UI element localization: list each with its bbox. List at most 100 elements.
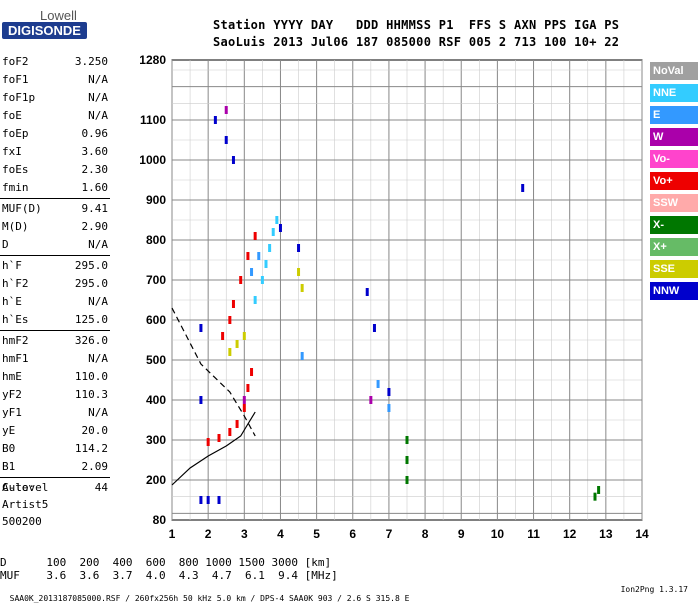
data-point-vo- (253, 232, 257, 240)
param-b0: B0 114.2 (2, 442, 108, 458)
param-yf1: yF1 N/A (2, 406, 108, 422)
data-point-w (369, 396, 373, 404)
d-row: D 100 200 400 600 800 1000 1500 3000 [km… (0, 556, 332, 569)
data-point-x- (405, 476, 409, 484)
data-point-e (257, 252, 261, 260)
footer-left: SAA0K_2013187085000.RSF / 260fx256h 50 k… (9, 594, 410, 603)
legend-ssw: SSW (650, 194, 698, 212)
param-key: MUF(D) (2, 202, 42, 215)
legend-vo-: Vo+ (650, 172, 698, 190)
data-point-x- (405, 436, 409, 444)
data-point-sse (242, 332, 246, 340)
legend-e: E (650, 106, 698, 124)
auto-label: Auto: (2, 481, 36, 494)
param-value: 2.90 (81, 220, 109, 233)
x-tick-label: 13 (599, 527, 613, 541)
param-value: 44 (94, 481, 108, 494)
param-key: M(D) (2, 220, 29, 233)
param-key: B0 (2, 442, 16, 455)
separator (0, 198, 110, 199)
header-line2: SaoLuis 2013 Jul06 187 085000 RSF 005 2 … (213, 35, 620, 49)
x-tick-label: 1 (169, 527, 176, 541)
param-key: yF2 (2, 388, 22, 401)
legend-nne: NNE (650, 84, 698, 102)
data-point-nne (253, 296, 257, 304)
param-foes: foEs 2.30 (2, 163, 108, 179)
y-tick-label: 300 (146, 433, 166, 447)
footer-right: Ion2Png 1.3.17 (620, 585, 688, 594)
bottom-table: D 100 200 400 600 800 1000 1500 3000 [km… (0, 556, 700, 582)
param-key: foEs (2, 163, 29, 176)
param-ye: yE 20.0 (2, 424, 108, 440)
param-value: N/A (88, 295, 108, 308)
param-key: C-level (2, 481, 49, 494)
param-hes: h`Es 125.0 (2, 313, 108, 329)
param-value: N/A (88, 109, 108, 122)
param-value: 110.0 (74, 370, 108, 383)
y-tick-label: 200 (146, 473, 166, 487)
data-point-vo- (235, 420, 239, 428)
param-hmf1: hmF1 N/A (2, 352, 108, 368)
x-tick-label: 2 (205, 527, 212, 541)
x-tick-label: 7 (386, 527, 393, 541)
param-key: h`F (2, 259, 22, 272)
param-value: 326.0 (74, 334, 108, 347)
x-tick-label: 14 (635, 527, 649, 541)
x-tick-label: 11 (527, 527, 540, 541)
data-point-vo- (242, 404, 246, 412)
param-value: N/A (88, 238, 108, 251)
data-point-vo- (217, 434, 221, 442)
param-key: foF2 (2, 55, 29, 68)
param-value: 3.250 (74, 55, 108, 68)
param-foe: foE N/A (2, 109, 108, 125)
param-key: foEp (2, 127, 29, 140)
ionogram-chart: 1 2 3 4 5 6 7 8 9 10 11 12 13 14802003004005006007008… (139, 53, 649, 541)
param-value: 114.2 (74, 442, 108, 455)
data-point-nnw (278, 224, 282, 232)
data-point-nne (264, 260, 268, 268)
param-value: N/A (88, 91, 108, 104)
param-value: 110.3 (74, 388, 108, 401)
param-value: 295.0 (74, 259, 108, 272)
data-point-vo- (231, 300, 235, 308)
curve-dashed (171, 307, 256, 437)
param-key: h`E (2, 295, 22, 308)
curve-solid (171, 411, 256, 486)
y-tick-label: 1100 (140, 113, 166, 127)
x-tick-label: 3 (241, 527, 248, 541)
param-b1: B1 2.09 (2, 460, 108, 476)
param-key: B1 (2, 460, 16, 473)
param-value: N/A (88, 73, 108, 86)
data-point-vo- (246, 252, 250, 260)
data-point-vo- (206, 438, 210, 446)
data-point-nne (268, 244, 272, 252)
parameters-panel: Lowell DIGISONDE foF2 3.250 foF1 N/A foF1p N/… (0, 0, 112, 540)
y-tick-label: 1280 (139, 53, 166, 67)
x-tick-label: 12 (563, 527, 577, 541)
y-tick-label: 800 (146, 233, 166, 247)
data-point-w (242, 396, 246, 404)
param-key: hmE (2, 370, 22, 383)
y-tick-label: 80 (153, 513, 167, 527)
data-point-e (376, 380, 380, 388)
param-md: M(D) 2.90 (2, 220, 108, 236)
param-key: D (2, 238, 9, 251)
param-key: h`F2 (2, 277, 29, 290)
param-key: foE (2, 109, 22, 122)
param-key: foF1 (2, 73, 29, 86)
param-key: hmF2 (2, 334, 29, 347)
data-point-sse (300, 284, 304, 292)
param-value: 1.60 (81, 181, 109, 194)
data-point-nne (271, 228, 275, 236)
data-point-nnw (387, 388, 391, 396)
data-point-w (224, 106, 228, 114)
param-clevel: C-level 44 (2, 481, 108, 497)
param-hf: h`F 295.0 (2, 259, 108, 275)
data-point-nnw (217, 496, 221, 504)
param-fxi: fxI 3.60 (2, 145, 108, 161)
separator (0, 477, 110, 478)
legend-x-: X+ (650, 238, 698, 256)
data-point-sse (297, 268, 301, 276)
x-tick-label: 4 (277, 527, 284, 541)
data-point-e (387, 404, 391, 412)
